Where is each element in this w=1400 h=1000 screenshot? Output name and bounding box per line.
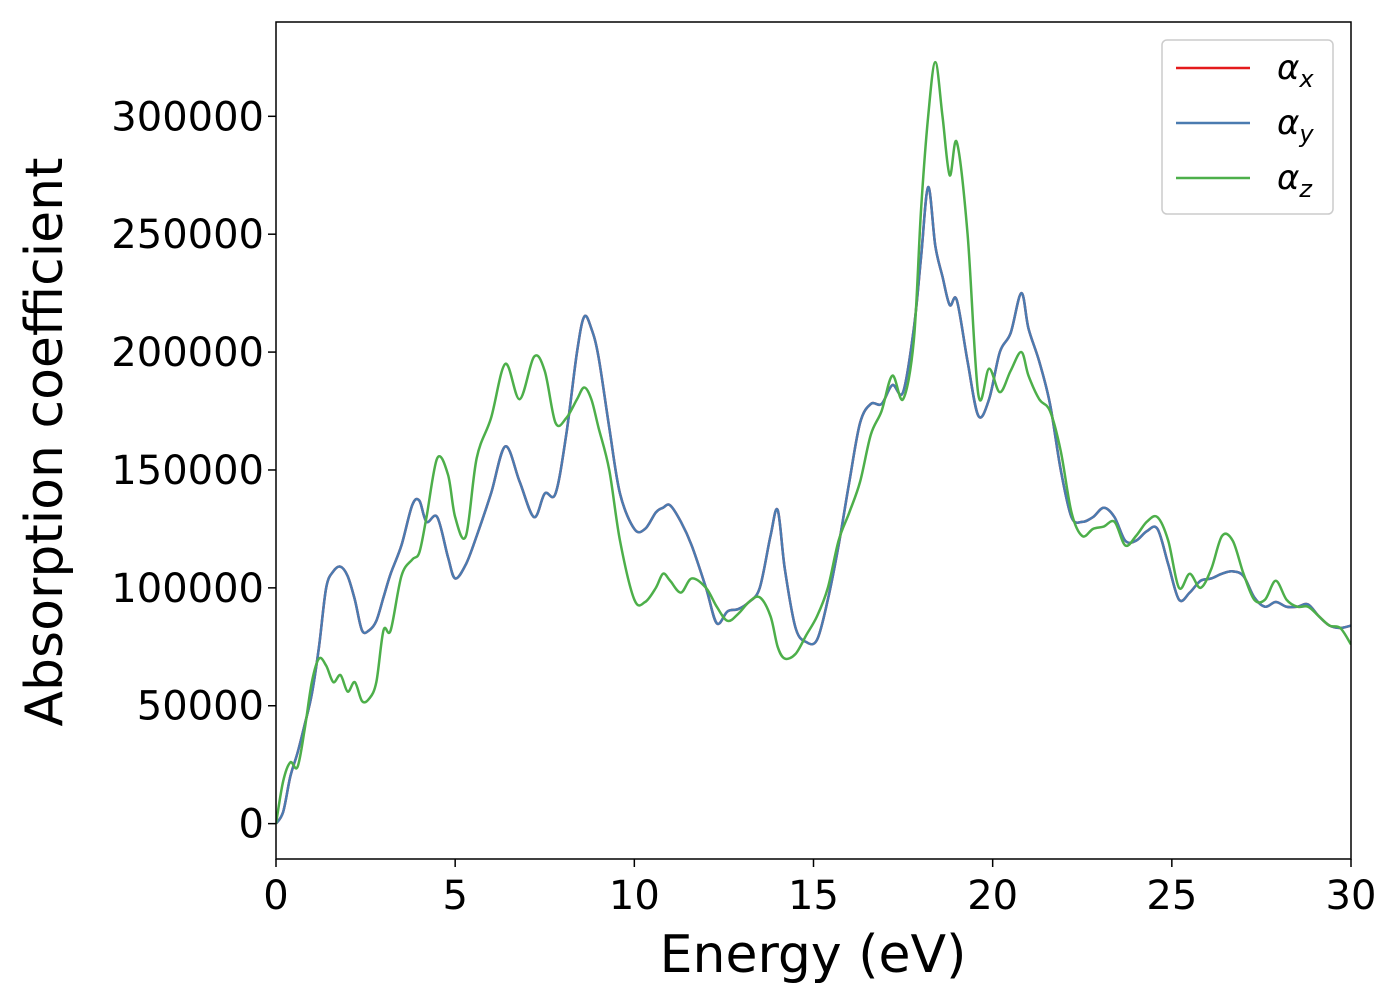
y-tick-label: 300000 [111, 94, 264, 140]
legend-subscript: y [1298, 120, 1314, 148]
y-axis-label: Absorption coefficient [15, 157, 75, 726]
legend-label-z: αz [1277, 158, 1313, 203]
x-tick-label: 5 [442, 873, 467, 919]
legend-symbol: α [1277, 103, 1299, 143]
y-tick-label: 250000 [111, 212, 264, 258]
series-line-y [276, 185, 1351, 825]
legend-symbol: α [1277, 158, 1299, 198]
x-tick-label: 0 [263, 873, 288, 919]
legend-box [1161, 39, 1334, 215]
legend-label-x: αx [1277, 48, 1314, 93]
y-tick-label: 100000 [111, 566, 264, 612]
x-tick-label: 25 [1146, 873, 1197, 919]
y-tick-label: 50000 [137, 684, 264, 730]
x-tick-label: 10 [609, 873, 660, 919]
x-tick-label: 30 [1326, 873, 1377, 919]
series-layer [276, 60, 1351, 825]
x-axis-label: Energy (eV) [660, 925, 967, 985]
series-line-z [276, 60, 1351, 824]
x-tick-label: 15 [788, 873, 839, 919]
series-line-x [276, 185, 1351, 825]
y-tick-label: 0 [239, 802, 264, 848]
y-tick-label: 150000 [111, 448, 264, 494]
legend-label-y: αy [1277, 103, 1314, 148]
legend-subscript: z [1298, 175, 1313, 203]
x-tick-label: 20 [967, 873, 1018, 919]
legend-symbol: α [1277, 48, 1299, 88]
y-axis: 0 50000 100000 150000 200000 250000 300000 [111, 94, 276, 848]
x-axis: 0 5 10 15 20 25 30 [263, 859, 1376, 919]
y-tick-label: 200000 [111, 330, 264, 376]
legend-subscript: x [1298, 65, 1314, 93]
